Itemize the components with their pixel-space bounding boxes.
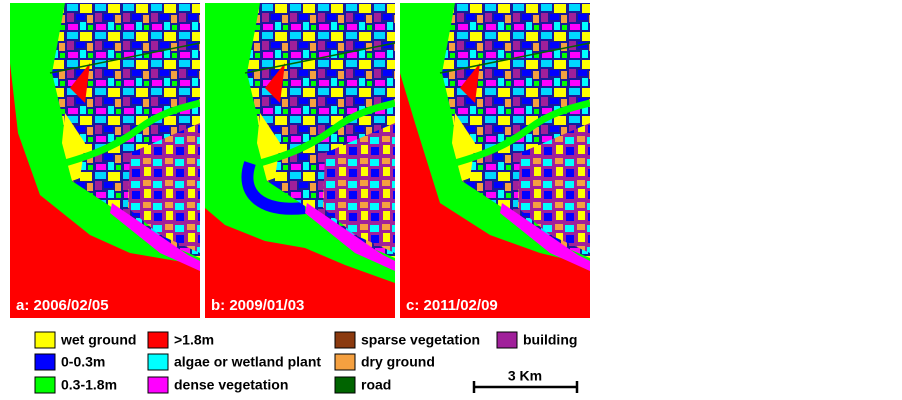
panel-label: c: 2011/02/09 — [406, 297, 498, 314]
legend-label: wet ground — [60, 332, 136, 348]
map-panel: c: 2011/02/09 — [400, 3, 590, 318]
legend-swatch — [34, 376, 56, 394]
legend-label: road — [361, 377, 391, 393]
panel-label: a: 2006/02/05 — [16, 297, 109, 314]
legend-swatch — [334, 331, 356, 349]
legend-swatch — [147, 376, 169, 394]
legend-label: algae or wetland plant — [174, 354, 321, 370]
legend-label: building — [523, 332, 577, 348]
legend-swatch — [334, 353, 356, 371]
legend-swatch — [147, 331, 169, 349]
legend-swatch — [147, 353, 169, 371]
legend-label: >1.8m — [174, 332, 214, 348]
legend-swatch — [34, 353, 56, 371]
map-panel: b: 2009/01/03 — [205, 3, 395, 318]
legend-label: 0.3-1.8m — [61, 377, 117, 393]
legend-label: sparse vegetation — [361, 332, 480, 348]
legend: wet ground 0-0.3m 0.3-1.8m >1.8m algae or we… — [34, 331, 577, 394]
panel-label: b: 2009/01/03 — [211, 297, 304, 314]
legend-label: 0-0.3m — [61, 354, 105, 370]
legend-swatch — [496, 331, 518, 349]
scale-bar: 3 Km — [472, 368, 579, 393]
legend-label: dense vegetation — [174, 377, 288, 393]
scale-label: 3 Km — [508, 368, 542, 384]
map-panel: a: 2006/02/05 — [10, 3, 200, 318]
legend-swatch — [334, 376, 356, 394]
legend-label: dry ground — [361, 354, 435, 370]
legend-swatch — [34, 331, 56, 349]
